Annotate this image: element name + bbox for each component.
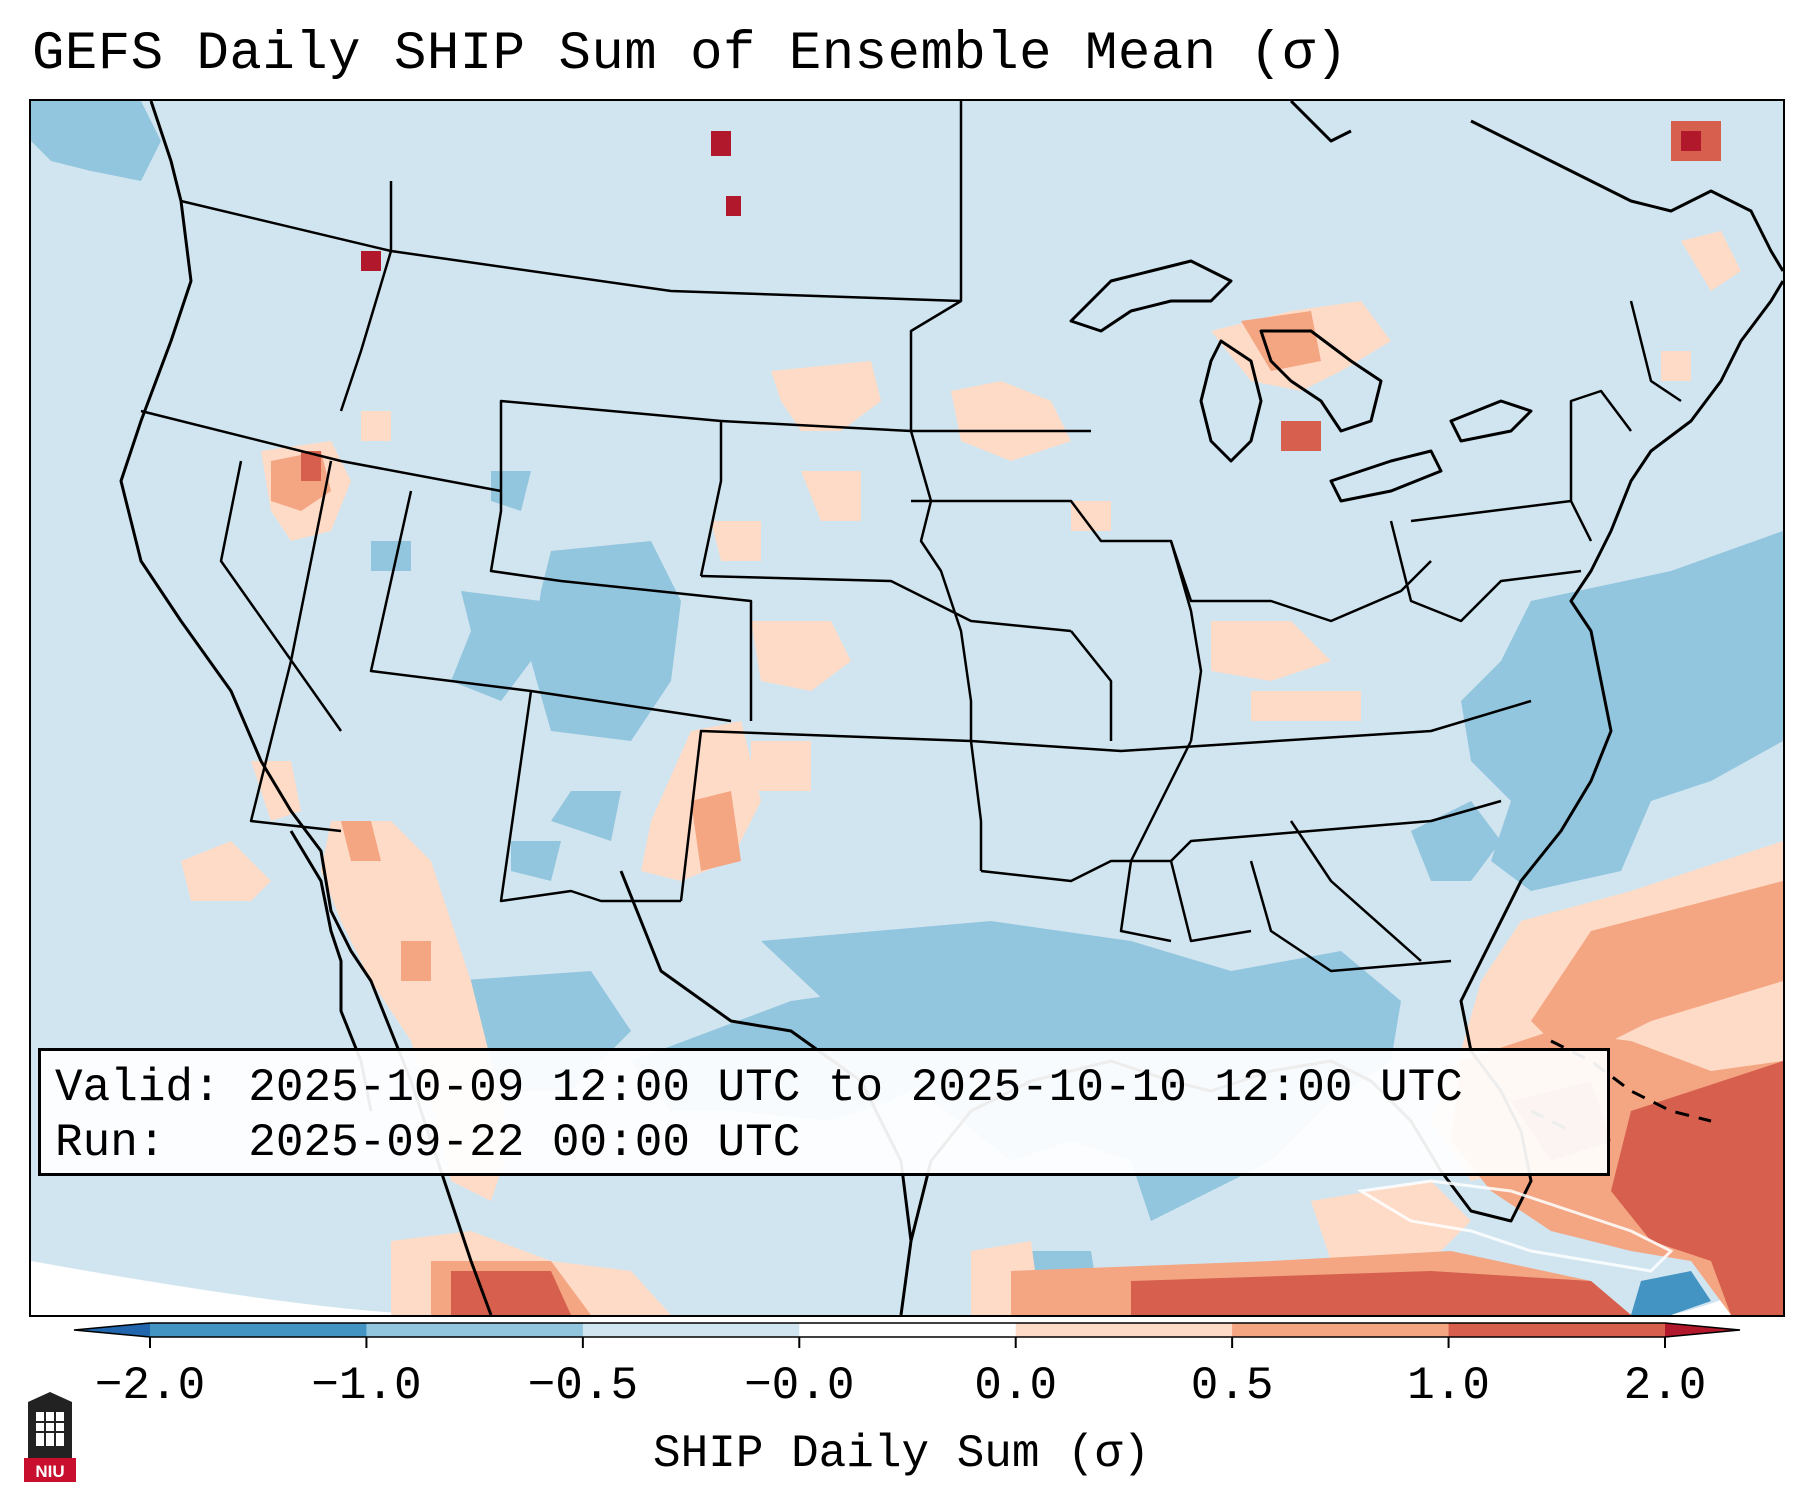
run-time: 2025-09-22 00:00 UTC (248, 1117, 801, 1169)
colorbar-segment (799, 1323, 1017, 1337)
colorbar-segment (366, 1323, 584, 1337)
logo-text: NIU (35, 1462, 64, 1481)
colorbar-segment (150, 1323, 367, 1337)
valid-run-info-box: Valid: 2025-10-09 12:00 UTC to 2025-10-1… (38, 1048, 1610, 1176)
colorbar-segments (150, 1323, 1666, 1337)
colorbar-segment (1015, 1323, 1233, 1337)
extreme-positive-anomaly (361, 131, 1701, 271)
logo-banner (24, 1458, 76, 1482)
cuba-outline (1356, 1179, 1674, 1273)
niu-logo: NIU (24, 1392, 76, 1482)
colorbar-label: SHIP Daily Sum (σ) (653, 1428, 1150, 1480)
state-borders (140, 101, 1682, 973)
colorbar-tick-label: −1.0 (311, 1360, 422, 1412)
run-label: Run: (55, 1117, 166, 1169)
colorbar-tick-label: −0.5 (527, 1360, 639, 1412)
colorbar-tick-label: 0.0 (974, 1360, 1058, 1412)
strong-negative-anomaly (1631, 1271, 1711, 1315)
logo-window-grid (36, 1412, 64, 1446)
projection-edge-left (31, 1261, 451, 1315)
colorbar-segment (1232, 1323, 1450, 1337)
colorbar-tick-label: 1.0 (1407, 1360, 1490, 1412)
valid-time-range: 2025-10-09 12:00 UTC to 2025-10-10 12:00… (248, 1062, 1463, 1114)
logo-window (36, 1412, 64, 1446)
colorbar-tick-label: −0.0 (744, 1360, 855, 1412)
colorbar-tick-label: −2.0 (94, 1360, 206, 1412)
colorbar-segment (1448, 1323, 1666, 1337)
colorbar-tick-label: 0.5 (1190, 1360, 1274, 1412)
great-lakes (1069, 259, 1533, 503)
colorbar-ticks (149, 1337, 1666, 1348)
colorbar-outline (73, 1322, 1741, 1338)
valid-label: Valid: (55, 1062, 221, 1114)
colorbar-over-arrow (1665, 1323, 1740, 1337)
colorbar-under-arrow (74, 1323, 150, 1337)
colorbar-tick-label: 2.0 (1623, 1360, 1707, 1412)
colorbar-segment (582, 1323, 800, 1337)
map-title: GEFS Daily SHIP Sum of Ensemble Mean (σ) (32, 24, 1349, 85)
colorbar (73, 1322, 1741, 1348)
